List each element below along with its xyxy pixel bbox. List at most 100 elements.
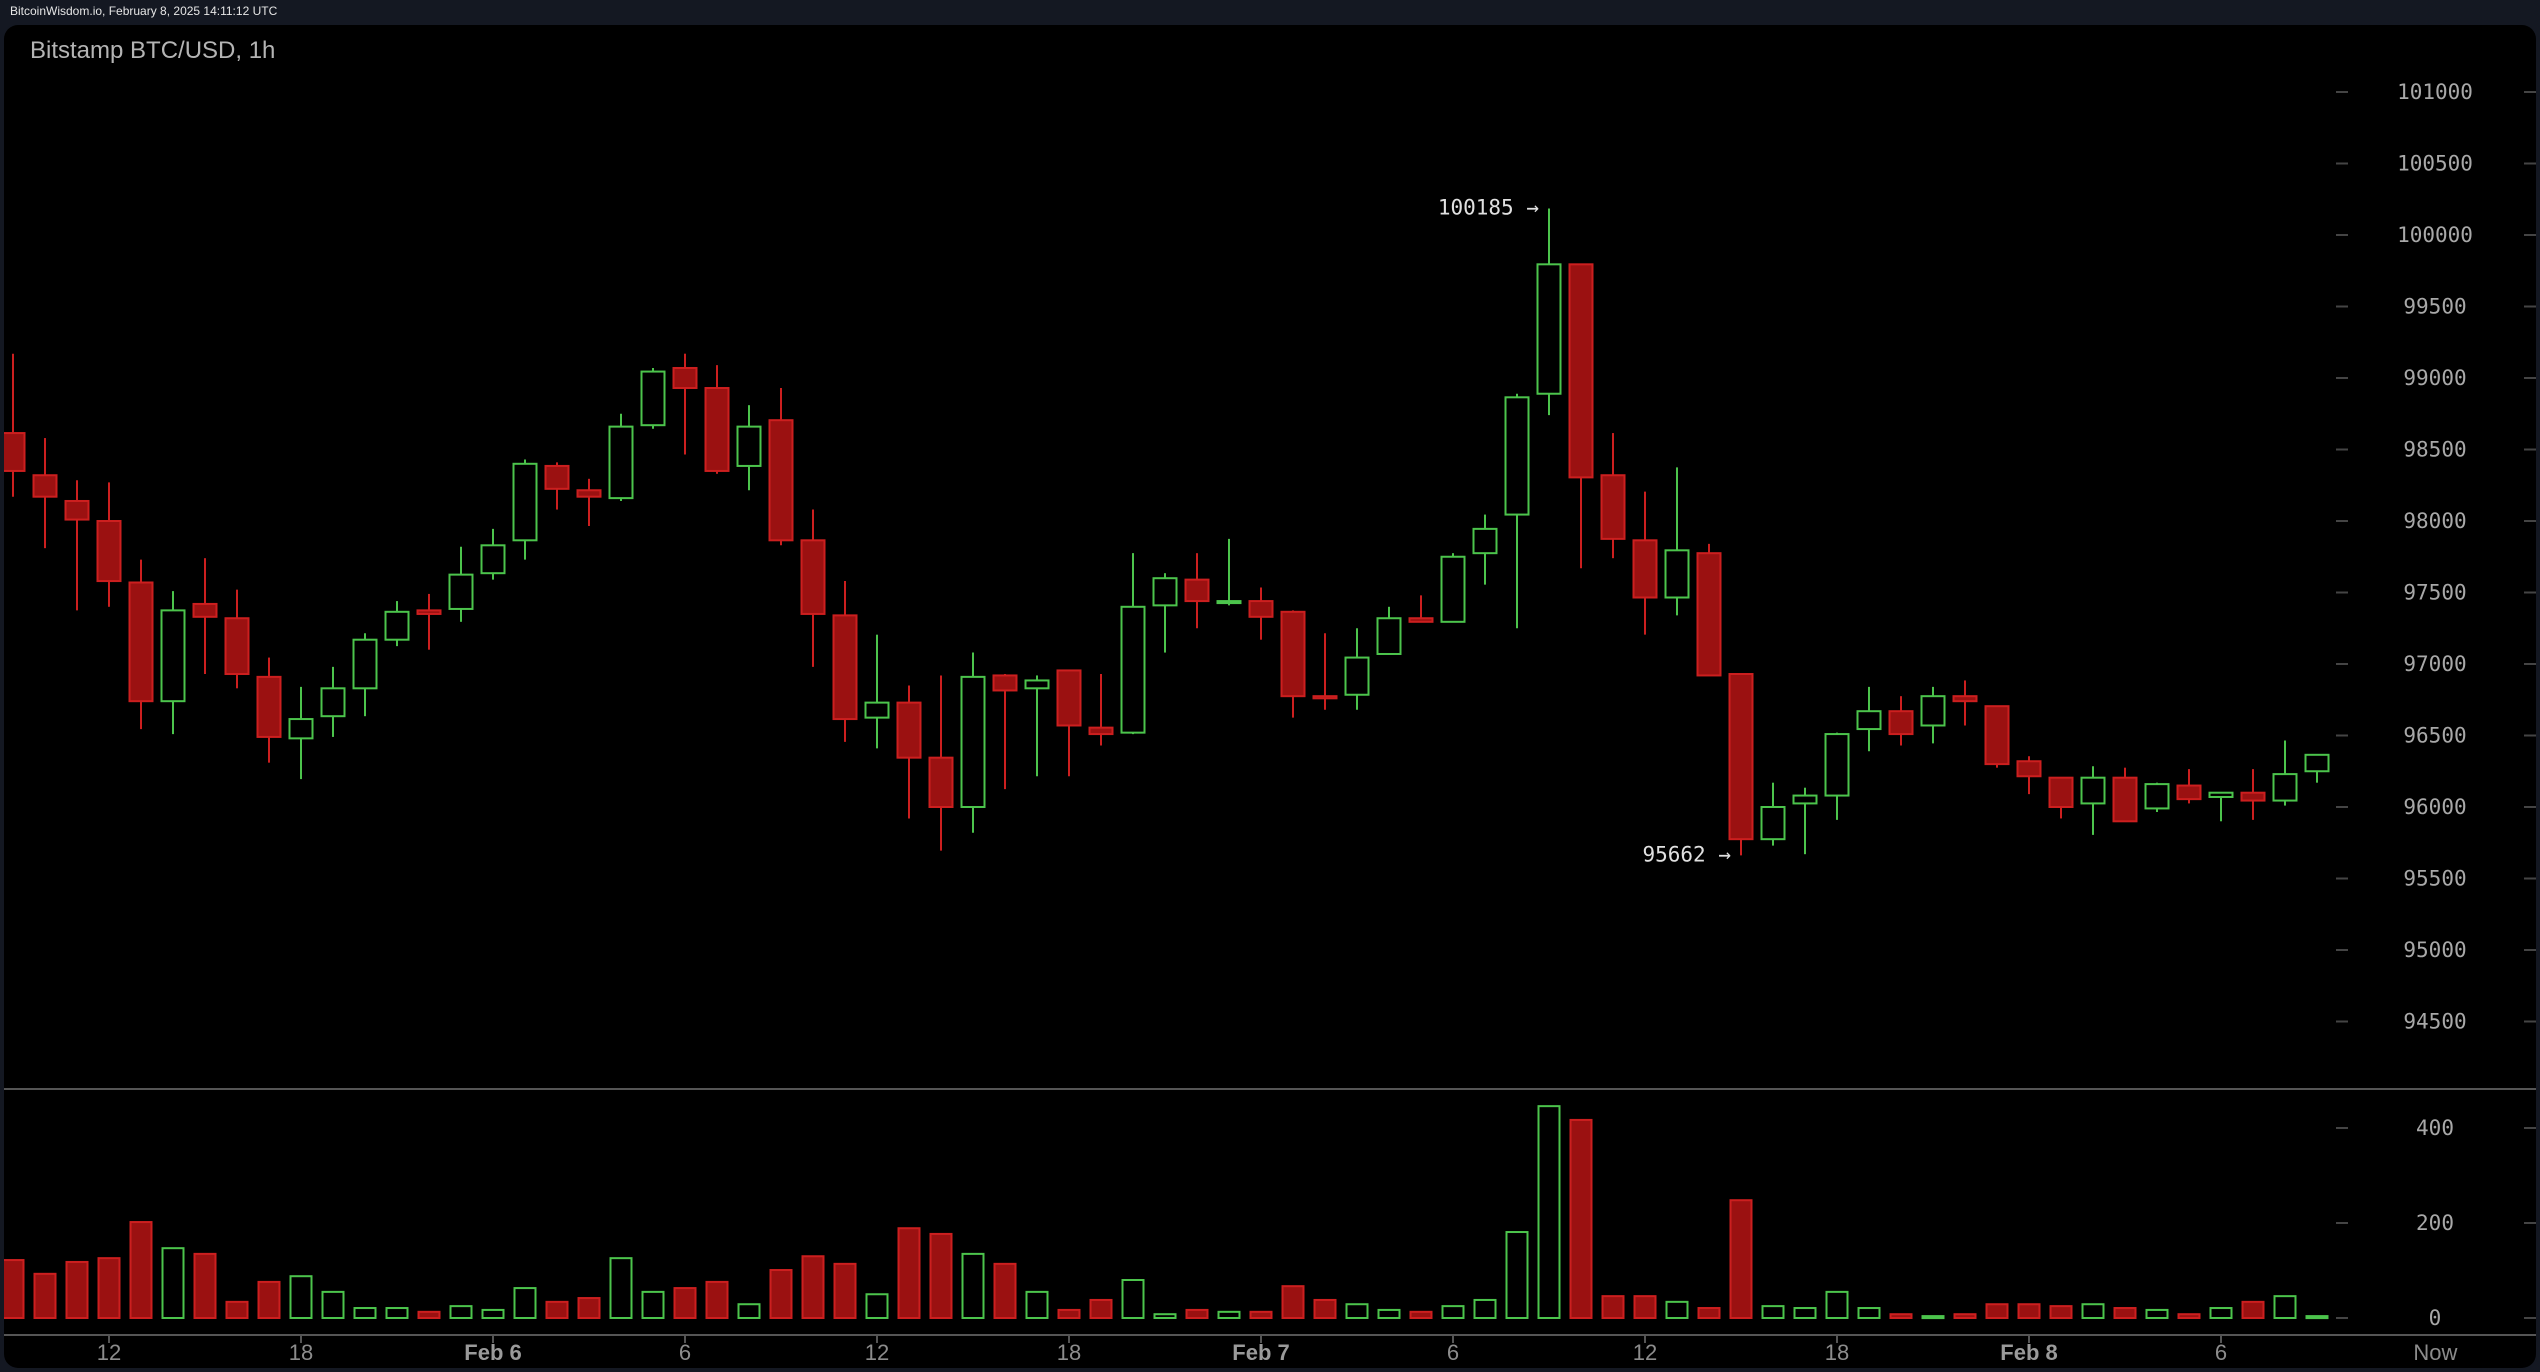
candle-body[interactable] (736, 425, 762, 467)
candle-body[interactable] (480, 544, 506, 575)
volume-bar (2113, 1307, 2137, 1320)
candle-body[interactable] (1408, 617, 1434, 623)
price-tick-label: 96000 (2403, 795, 2466, 819)
candle-body[interactable] (2304, 753, 2330, 773)
time-tick-label: 18 (1057, 1340, 1081, 1365)
candle-body[interactable] (1280, 610, 1306, 698)
candle-body[interactable] (1824, 733, 1850, 797)
candle-body[interactable] (960, 675, 986, 808)
candle-body[interactable] (320, 687, 346, 718)
volume-bar (4, 1259, 25, 1320)
candle-body[interactable] (896, 701, 922, 759)
candle-body[interactable] (1120, 605, 1146, 734)
candle-body[interactable] (672, 366, 698, 390)
candle-body[interactable] (2048, 776, 2074, 808)
candle-body[interactable] (1024, 679, 1050, 690)
candle-body[interactable] (1248, 600, 1274, 618)
candle-body[interactable] (4, 432, 26, 472)
candle-body[interactable] (2144, 783, 2170, 810)
candle-body[interactable] (544, 464, 570, 490)
candle-body[interactable] (800, 539, 826, 615)
candle-body[interactable] (2080, 776, 2106, 805)
candle-body[interactable] (1536, 263, 1562, 395)
price-annotation: 100185 → (1438, 196, 1539, 220)
candle-body[interactable] (1632, 539, 1658, 599)
volume-tick-label: 400 (2416, 1116, 2454, 1140)
volume-bar (545, 1300, 569, 1319)
candlestick-chart[interactable]: 101000 100500 100000 99500 99000 98500 98000 97… (4, 25, 2536, 1368)
time-tick-label: 12 (865, 1340, 889, 1365)
candle-body[interactable] (640, 370, 666, 427)
volume-bar (353, 1307, 377, 1320)
candle-body[interactable] (416, 609, 442, 615)
volume-bar (385, 1307, 409, 1320)
candle-body[interactable] (1600, 474, 1626, 540)
candle-body[interactable] (1856, 710, 1882, 731)
candle-body[interactable] (2240, 791, 2266, 802)
candle-body[interactable] (1056, 669, 1082, 727)
candle-body[interactable] (2112, 776, 2138, 823)
price-tick-label: 100500 (2397, 152, 2473, 176)
volume-bar (65, 1260, 89, 1319)
candle-body[interactable] (1376, 617, 1402, 655)
candle-body[interactable] (1664, 549, 1690, 599)
chart-title: Bitstamp BTC/USD, 1h (30, 37, 276, 64)
candle-body[interactable] (1888, 710, 1914, 736)
candle-body[interactable] (832, 614, 858, 721)
candle-body[interactable] (2208, 791, 2234, 798)
candle-body[interactable] (96, 520, 122, 583)
candle-body[interactable] (1184, 578, 1210, 603)
candle-body[interactable] (256, 675, 282, 738)
candle-body[interactable] (1344, 656, 1370, 696)
candle-body[interactable] (64, 499, 90, 521)
candle-body[interactable] (160, 609, 186, 703)
candle-body[interactable] (1920, 695, 1946, 727)
candle-body[interactable] (1760, 806, 1786, 841)
candle-body[interactable] (1216, 600, 1242, 605)
candle-body[interactable] (1728, 673, 1754, 841)
candle-body[interactable] (32, 474, 58, 498)
volume-bar (2145, 1308, 2169, 1320)
volume-bar (2177, 1313, 2201, 1319)
time-tick-label: 18 (1825, 1340, 1849, 1365)
candle-body[interactable] (864, 701, 890, 719)
candle-body[interactable] (224, 617, 250, 676)
candle-body[interactable] (768, 419, 794, 542)
candle-body[interactable] (1984, 705, 2010, 766)
volume-bar (1953, 1313, 1977, 1319)
candle-body[interactable] (704, 387, 730, 472)
candle-body[interactable] (128, 581, 154, 703)
volume-bar (1601, 1295, 1625, 1320)
volume-bar (33, 1272, 57, 1319)
candle-body[interactable] (1088, 726, 1114, 736)
candle-body[interactable] (1568, 263, 1594, 479)
candle-body[interactable] (448, 573, 474, 610)
candle-body[interactable] (992, 674, 1018, 692)
volume-bar (1313, 1298, 1337, 1319)
volume-bar (737, 1303, 761, 1319)
candle-body[interactable] (1152, 577, 1178, 607)
candle-body[interactable] (384, 610, 410, 641)
candle-body[interactable] (928, 756, 954, 808)
candle-body[interactable] (1952, 695, 1978, 703)
time-tick-label: Feb 6 (464, 1340, 521, 1365)
candle-body[interactable] (512, 462, 538, 542)
volume-bar (161, 1247, 185, 1320)
candle-body[interactable] (1504, 396, 1530, 516)
candle-body[interactable] (608, 425, 634, 500)
volume-bar (1665, 1300, 1689, 1319)
volume-bar (1345, 1303, 1369, 1319)
candle-body[interactable] (1792, 794, 1818, 805)
candle-body[interactable] (2176, 784, 2202, 801)
volume-bar (321, 1290, 345, 1319)
candle-body[interactable] (352, 638, 378, 690)
candle-body[interactable] (192, 602, 218, 618)
candle-body[interactable] (1440, 555, 1466, 623)
candle-body[interactable] (2272, 773, 2298, 802)
candle-body[interactable] (1696, 552, 1722, 677)
candle-body[interactable] (2016, 760, 2042, 778)
candle-body[interactable] (288, 718, 314, 740)
candle-body[interactable] (576, 489, 602, 498)
candle-body[interactable] (1472, 527, 1498, 555)
candle-body[interactable] (1312, 695, 1338, 700)
